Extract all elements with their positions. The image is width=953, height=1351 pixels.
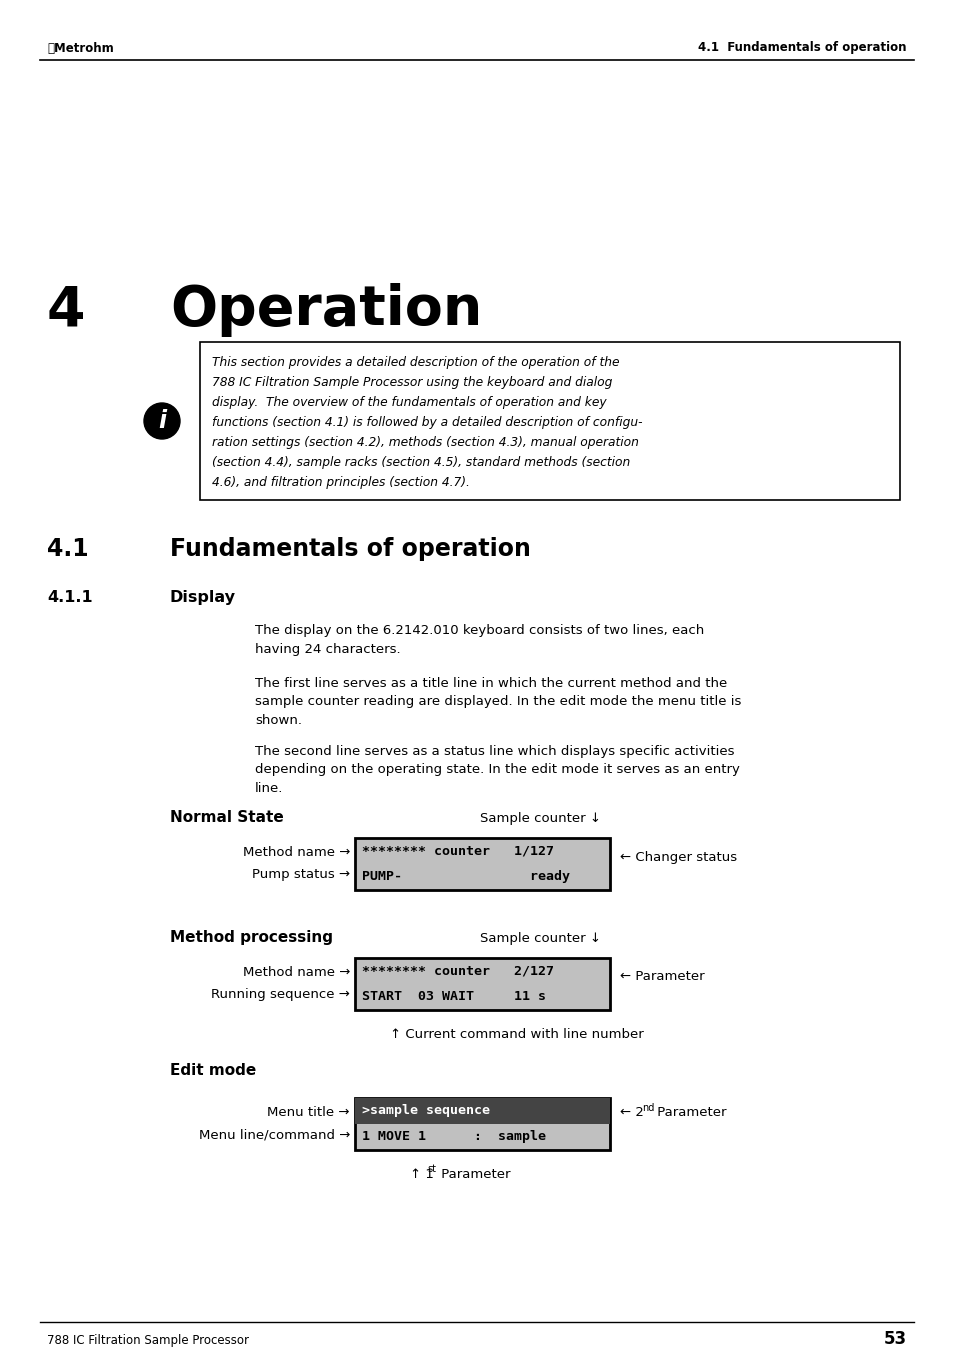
Text: 4: 4 (47, 282, 86, 336)
Bar (355, 838, 609, 890)
Bar (355, 1098, 609, 1150)
Text: Parameter: Parameter (436, 1169, 510, 1181)
Text: Sample counter ↓: Sample counter ↓ (479, 812, 600, 825)
Text: Parameter: Parameter (652, 1106, 726, 1119)
Text: The second line serves as a status line which displays specific activities
depen: The second line serves as a status line … (254, 744, 740, 794)
Text: i: i (158, 409, 166, 434)
Text: st: st (427, 1165, 436, 1174)
Bar (200, 342, 899, 500)
Text: 4.1  Fundamentals of operation: 4.1 Fundamentals of operation (698, 42, 906, 54)
Text: 4.1: 4.1 (47, 536, 89, 561)
Text: 4.1.1: 4.1.1 (47, 590, 92, 605)
Text: Method name →: Method name → (242, 966, 350, 979)
Text: Fundamentals of operation: Fundamentals of operation (170, 536, 530, 561)
Text: START  03 WAIT     11 s: START 03 WAIT 11 s (361, 990, 545, 1002)
Bar (355, 958, 609, 1011)
Text: Menu line/command →: Menu line/command → (198, 1128, 350, 1142)
Text: This section provides a detailed description of the operation of the: This section provides a detailed descrip… (212, 357, 618, 369)
Circle shape (144, 403, 180, 439)
Text: 1 MOVE 1      :  sample: 1 MOVE 1 : sample (361, 1129, 545, 1143)
Text: Running sequence →: Running sequence → (211, 988, 350, 1001)
Text: 53: 53 (882, 1329, 906, 1348)
Text: (section 4.4), sample racks (section 4.5), standard methods (section: (section 4.4), sample racks (section 4.5… (212, 457, 630, 469)
Text: ← Parameter: ← Parameter (619, 970, 704, 984)
Text: Edit mode: Edit mode (170, 1063, 256, 1078)
Text: Method name →: Method name → (242, 846, 350, 859)
Text: PUMP-                ready: PUMP- ready (361, 870, 569, 884)
Text: Pump status →: Pump status → (252, 867, 350, 881)
Text: display.  The overview of the fundamentals of operation and key: display. The overview of the fundamental… (212, 396, 606, 409)
Text: ↑ 1: ↑ 1 (410, 1169, 434, 1181)
Text: Method processing: Method processing (170, 929, 333, 944)
Text: The first line serves as a title line in which the current method and the
sample: The first line serves as a title line in… (254, 677, 740, 727)
Text: ⓂMetrohm: ⓂMetrohm (47, 42, 113, 54)
Text: ******** counter   1/127: ******** counter 1/127 (361, 844, 554, 857)
Text: 788 IC Filtration Sample Processor: 788 IC Filtration Sample Processor (47, 1333, 249, 1347)
Text: 4.6), and filtration principles (section 4.7).: 4.6), and filtration principles (section… (212, 476, 470, 489)
Text: ration settings (section 4.2), methods (section 4.3), manual operation: ration settings (section 4.2), methods (… (212, 436, 639, 449)
Text: ↑ Current command with line number: ↑ Current command with line number (390, 1028, 643, 1042)
Text: >sample sequence: >sample sequence (361, 1104, 490, 1117)
Text: 788 IC Filtration Sample Processor using the keyboard and dialog: 788 IC Filtration Sample Processor using… (212, 376, 612, 389)
Bar (355, 1098, 609, 1124)
Text: ******** counter   2/127: ******** counter 2/127 (361, 965, 554, 977)
Text: Menu title →: Menu title → (267, 1106, 350, 1119)
Text: functions (section 4.1) is followed by a detailed description of configu-: functions (section 4.1) is followed by a… (212, 416, 641, 430)
Text: The display on the 6.2142.010 keyboard consists of two lines, each
having 24 cha: The display on the 6.2142.010 keyboard c… (254, 624, 703, 655)
Text: Normal State: Normal State (170, 811, 283, 825)
Text: nd: nd (641, 1102, 654, 1113)
Text: Display: Display (170, 590, 235, 605)
Text: ← Changer status: ← Changer status (619, 851, 737, 863)
Text: Sample counter ↓: Sample counter ↓ (479, 932, 600, 944)
Text: ← 2: ← 2 (619, 1106, 643, 1119)
Text: Operation: Operation (170, 282, 482, 336)
